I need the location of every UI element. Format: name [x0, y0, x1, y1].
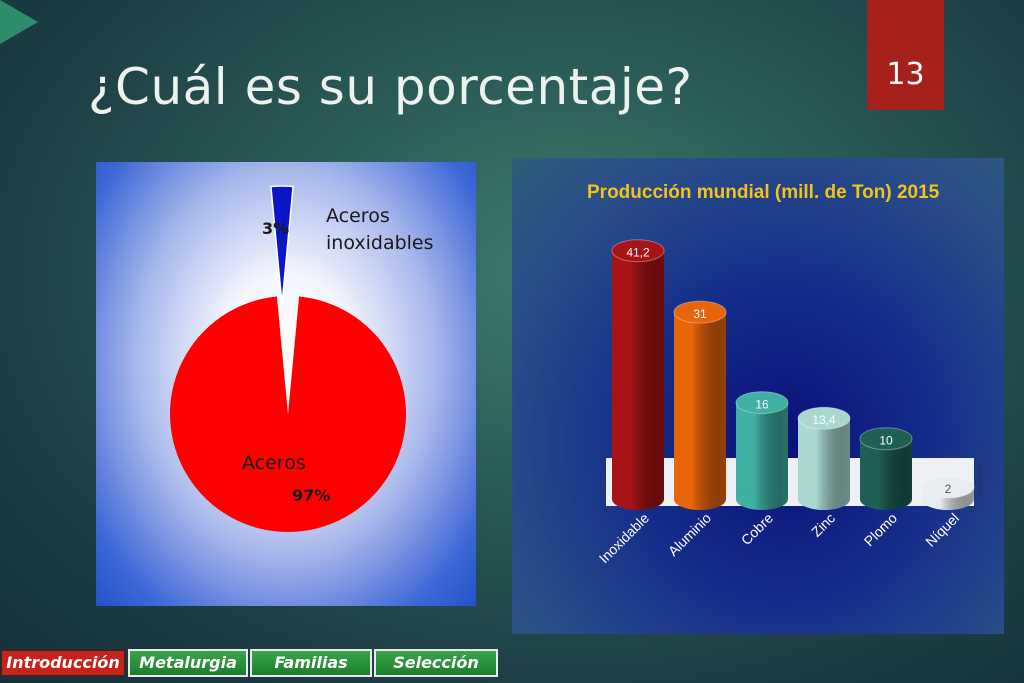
- slide-title: ¿Cuál es su porcentaje?: [88, 58, 693, 116]
- bar-cobre: [735, 391, 789, 510]
- bar-plomo: [859, 427, 913, 510]
- bar-value-label: 2: [945, 482, 952, 496]
- nav-introduccion-button[interactable]: Introducción: [0, 649, 126, 677]
- x-tick-label: Cobre: [738, 510, 776, 548]
- bar-chart-panel: 41,2 Inoxidable 31 Aluminio 16 Cobre 13,4 Zinc 1…: [512, 158, 1004, 634]
- nav-metalurgia-button[interactable]: Metalurgia: [128, 649, 248, 677]
- chart-floor: [606, 458, 974, 506]
- x-tick-label: Inoxidable: [596, 510, 653, 567]
- bar-aluminio: [673, 300, 727, 510]
- pie-chart-panel: 3% Aceros inoxidables Aceros 97%: [96, 162, 476, 606]
- x-tick-label: Plomo: [861, 510, 901, 550]
- navigation-bar: Introducción Metalurgia Familias Selecci…: [0, 649, 500, 681]
- bar-value-label: 16: [755, 398, 769, 412]
- pie-category-label-aceros: Aceros: [242, 452, 306, 474]
- x-tick-label: Zinc: [808, 510, 838, 540]
- bar-value-label: 31: [693, 307, 707, 321]
- x-tick-label: Aluminio: [665, 510, 714, 559]
- pie-slice-aceros: [169, 296, 406, 532]
- nav-familias-button[interactable]: Familias: [250, 649, 372, 677]
- pie-chart: 3% Aceros inoxidables Aceros 97%: [169, 185, 434, 532]
- pie-value-label-inoxidables: 3%: [262, 219, 289, 238]
- bar-níquel: [921, 475, 975, 510]
- pie-value-label-aceros: 97%: [292, 486, 330, 505]
- decorative-arrow-icon: [0, 0, 38, 44]
- bar-chart: 41,2 Inoxidable 31 Aluminio 16 Cobre 13,4 Zinc 1…: [596, 239, 982, 567]
- bar-value-label: 41,2: [626, 246, 650, 260]
- nav-seleccion-button[interactable]: Selección: [374, 649, 498, 677]
- page-number-badge: 13: [867, 0, 944, 110]
- bar-inoxidable: [611, 239, 665, 510]
- bar-chart-title: Producción mundial (mill. de Ton) 2015: [587, 182, 940, 203]
- pie-slice-aceros-inoxidables: [270, 185, 294, 305]
- page-number: 13: [886, 57, 925, 92]
- bar-zinc: [797, 406, 851, 510]
- pie-category-label-inoxidables: Aceros inoxidables: [326, 205, 434, 254]
- bar-value-label: 10: [879, 434, 893, 448]
- x-tick-label: Níquel: [922, 510, 962, 550]
- bar-value-label: 13,4: [812, 413, 836, 427]
